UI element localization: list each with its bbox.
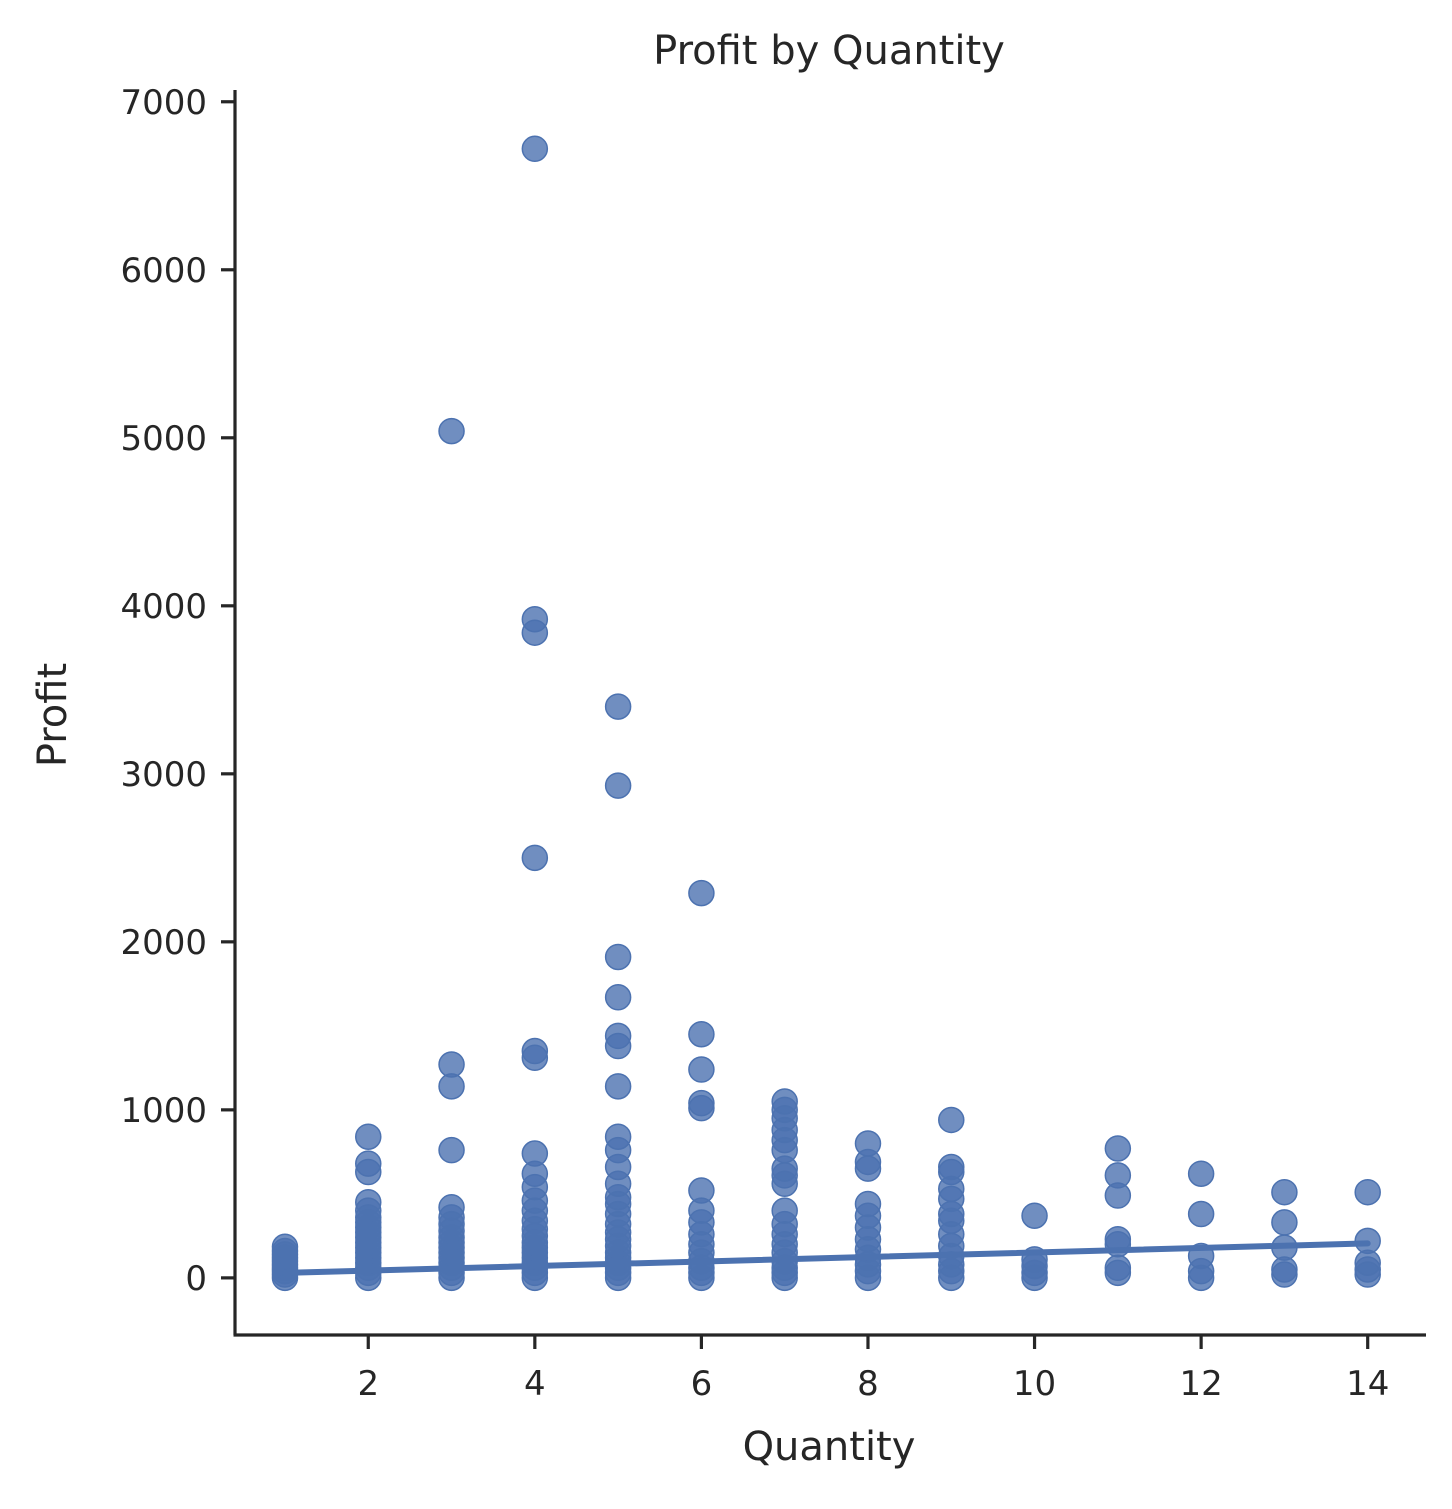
x-tick-label: 10 (1013, 1364, 1056, 1404)
data-point (604, 943, 632, 971)
data-point (688, 879, 715, 907)
data-point (1021, 1202, 1048, 1229)
y-tick-label: 6000 (120, 251, 207, 291)
data-point (1271, 1209, 1298, 1236)
data-point (355, 1189, 382, 1216)
regression-line (281, 1240, 1371, 1276)
data-point (854, 1130, 882, 1157)
data-point (688, 1177, 715, 1204)
x-tick-label: 12 (1179, 1364, 1222, 1404)
x-tick-label: 8 (857, 1364, 879, 1404)
y-axis-ticks: 0 1000 2000 3000 4000 5000 6000 7000 (120, 83, 235, 1299)
data-point (355, 1150, 382, 1177)
data-point (355, 1123, 382, 1150)
data-point (688, 1056, 715, 1083)
data-point (438, 417, 465, 445)
data-point (688, 1089, 715, 1117)
data-point (1271, 1178, 1298, 1206)
data-point (438, 1051, 465, 1078)
data-point (521, 1037, 549, 1065)
y-tick-label: 4000 (120, 587, 207, 627)
data-point (604, 1123, 632, 1150)
data-point (521, 135, 549, 163)
y-tick-label: 1000 (120, 1091, 207, 1131)
y-tick-label: 5000 (120, 419, 207, 459)
y-tick-label: 0 (185, 1259, 207, 1299)
data-point (938, 1153, 965, 1181)
data-point (1187, 1200, 1215, 1228)
y-axis-label: Profit (30, 663, 76, 767)
x-tick-label: 6 (691, 1364, 713, 1404)
data-point (1104, 1254, 1132, 1282)
data-point (854, 1190, 882, 1218)
x-tick-label: 4 (524, 1364, 546, 1404)
x-axis-label: Quantity (743, 1424, 916, 1470)
data-point (1104, 1135, 1132, 1162)
data-point (1354, 1178, 1381, 1206)
data-point (771, 1197, 798, 1224)
data-point (771, 1088, 798, 1115)
chart-title: Profit by Quantity (653, 28, 1005, 74)
data-point (688, 1021, 715, 1048)
data-point (604, 772, 632, 799)
data-point (604, 1022, 632, 1050)
data-point (938, 1106, 965, 1134)
data-point (438, 1194, 465, 1221)
y-tick-label: 7000 (120, 83, 207, 123)
y-tick-label: 2000 (120, 923, 207, 963)
x-tick-label: 2 (357, 1364, 379, 1404)
data-point (604, 984, 632, 1011)
x-axis-ticks: 2 4 6 8 10 12 14 (357, 1335, 1389, 1404)
data-point (521, 1140, 549, 1167)
data-point (604, 693, 632, 720)
y-tick-label: 3000 (120, 755, 207, 795)
data-point (1187, 1160, 1215, 1187)
scatter-points (271, 135, 1381, 1292)
data-point (271, 1233, 299, 1261)
x-tick-label: 14 (1346, 1364, 1389, 1404)
data-point (438, 1136, 465, 1164)
data-point (1104, 1162, 1132, 1189)
data-point (521, 844, 549, 872)
data-point (604, 1073, 632, 1100)
plot-area (271, 135, 1381, 1292)
data-point (521, 606, 549, 633)
